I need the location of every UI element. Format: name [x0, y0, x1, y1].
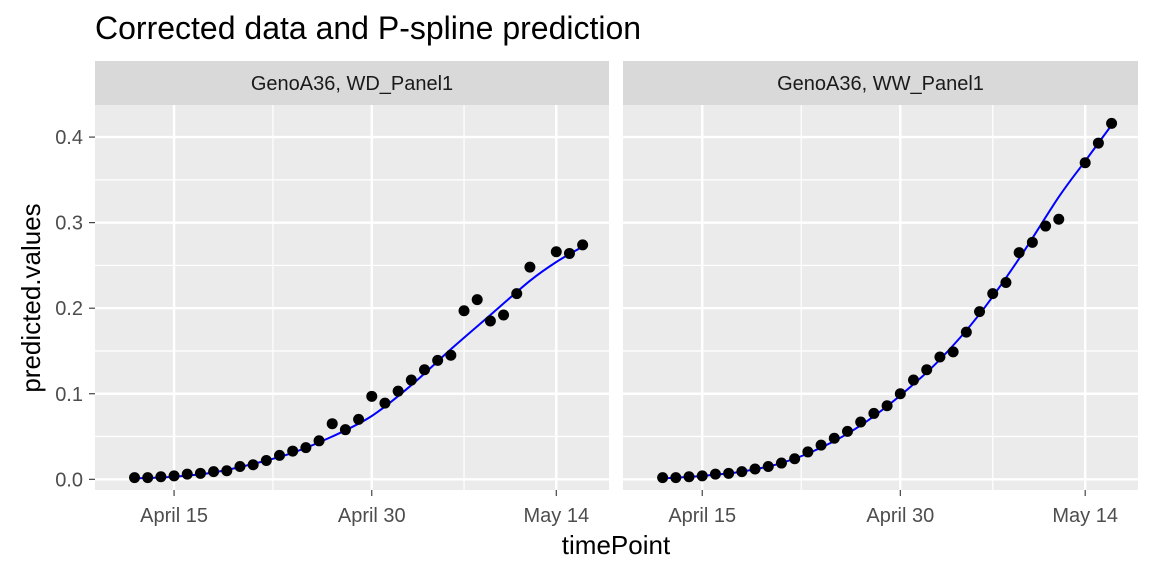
- data-point: [366, 390, 378, 402]
- data-point: [736, 466, 748, 478]
- data-point: [313, 435, 325, 447]
- facet-panel: GenoA36, WW_Panel1 April 15 April 30 May 14: [623, 61, 1138, 527]
- data-point: [247, 459, 259, 471]
- data-point: [471, 294, 483, 306]
- y-tick-label: 0.1: [55, 384, 83, 406]
- facet-strip-label: GenoA36, WD_Panel1: [251, 73, 453, 95]
- data-point: [749, 463, 761, 475]
- data-point: [987, 288, 999, 300]
- data-point: [683, 471, 695, 483]
- data-point: [208, 466, 220, 478]
- data-point: [445, 349, 457, 361]
- x-tick-label: April 30: [866, 505, 934, 527]
- data-point: [300, 442, 312, 454]
- chart-title: Corrected data and P-spline prediction: [95, 10, 641, 46]
- panels-layer: 0.0 0.1 0.2 0.3 0.4 GenoA36, WD_Panel1 April 1…: [55, 61, 1138, 527]
- x-tick-label: April 15: [668, 505, 736, 527]
- data-point: [974, 306, 986, 318]
- data-point: [828, 432, 840, 444]
- data-point: [405, 374, 417, 386]
- y-tick-label: 0.0: [55, 469, 83, 491]
- data-point: [194, 467, 206, 479]
- data-point: [1040, 220, 1052, 232]
- data-point: [326, 418, 338, 430]
- x-axis-title: timePoint: [562, 530, 671, 560]
- data-point: [908, 374, 920, 386]
- data-point: [511, 288, 523, 300]
- data-point: [1106, 117, 1118, 129]
- panel-background: [623, 105, 1138, 490]
- data-point: [723, 467, 735, 479]
- data-point: [1000, 277, 1012, 289]
- data-point: [274, 449, 286, 461]
- data-point: [894, 388, 906, 400]
- y-tick-label: 0.3: [55, 213, 83, 235]
- y-tick-label: 0.4: [55, 127, 83, 149]
- data-point: [234, 460, 246, 472]
- facet-strip: [623, 61, 1138, 105]
- data-point: [934, 351, 946, 363]
- data-point: [1079, 157, 1091, 169]
- panel-background: [95, 105, 609, 490]
- data-point: [129, 472, 141, 484]
- data-point: [563, 247, 575, 259]
- data-point: [947, 346, 959, 358]
- data-point: [841, 425, 853, 437]
- data-point: [458, 305, 470, 317]
- data-point: [260, 454, 272, 466]
- data-point: [379, 397, 391, 409]
- data-point: [392, 385, 404, 397]
- data-point: [418, 364, 430, 376]
- data-point: [168, 470, 180, 482]
- y-axis-title: predicted.values: [16, 203, 46, 392]
- x-tick-label: April 30: [338, 505, 406, 527]
- data-point: [524, 261, 536, 273]
- data-point: [789, 453, 801, 465]
- data-point: [868, 407, 880, 419]
- data-point: [353, 413, 365, 425]
- facet-panel: GenoA36, WD_Panel1 April 15 April 30 May 14: [95, 61, 609, 527]
- facet-strip-label: GenoA36, WW_Panel1: [777, 73, 984, 95]
- data-point: [221, 465, 233, 477]
- data-point: [670, 472, 682, 484]
- data-point: [1092, 137, 1104, 149]
- data-point: [709, 468, 721, 480]
- data-point: [155, 471, 167, 483]
- data-point: [657, 472, 669, 484]
- data-point: [1026, 236, 1038, 248]
- data-point: [1013, 247, 1025, 259]
- data-point: [142, 472, 154, 484]
- x-tick-label: May 14: [1052, 505, 1118, 527]
- data-point: [287, 445, 299, 457]
- data-point: [432, 354, 444, 366]
- facet-strip: [95, 61, 609, 105]
- data-point: [577, 239, 589, 251]
- data-point: [484, 315, 496, 327]
- data-point: [762, 460, 774, 472]
- data-point: [881, 400, 893, 412]
- data-point: [921, 364, 933, 376]
- x-tick-label: May 14: [523, 505, 589, 527]
- data-point: [775, 457, 787, 469]
- data-point: [550, 246, 562, 258]
- data-point: [815, 439, 827, 451]
- data-point: [802, 446, 814, 458]
- data-point: [181, 468, 193, 480]
- data-point: [960, 326, 972, 338]
- y-tick-label: 0.2: [55, 298, 83, 320]
- data-point: [339, 424, 351, 436]
- data-point: [696, 470, 708, 482]
- x-tick-label: April 15: [140, 505, 208, 527]
- data-point: [855, 416, 867, 428]
- data-point: [498, 309, 510, 321]
- data-point: [1053, 213, 1065, 225]
